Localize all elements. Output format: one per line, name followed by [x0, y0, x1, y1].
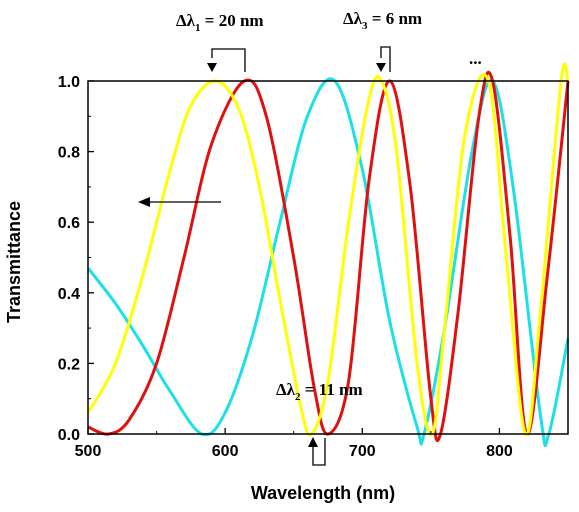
annotation-markers [138, 46, 391, 466]
y-tick-label: 0.4 [58, 286, 80, 303]
annotation-delta-lambda-2: Δλ2 = 11 nm [276, 380, 363, 403]
y-tick-label: 1.0 [58, 74, 80, 91]
y-tick-label: 0.8 [58, 145, 80, 162]
annotation-ellipsis: ... [469, 49, 482, 68]
annotation-1-suffix: = 20 nm [201, 11, 264, 30]
x-tick-label: 500 [75, 443, 102, 460]
y-axis-title: Transmittance [4, 201, 24, 323]
y-tick-label: 0.6 [58, 215, 80, 232]
annotation-3-prefix: Δλ [343, 9, 363, 28]
x-axis-title: Wavelength (nm) [251, 483, 395, 503]
annotation-1-sub: 1 [195, 22, 201, 34]
delta-lambda-2-bracket [312, 438, 326, 466]
tick-layer: 500 600 700 800 0.0 0.2 0.4 0.6 0.8 1.0 [58, 74, 513, 460]
annotation-2-suffix: = 11 nm [301, 380, 363, 399]
annotation-3-sub: 3 [362, 20, 368, 32]
x-tick-label: 700 [349, 443, 376, 460]
annotation-delta-lambda-3: Δλ3 = 6 nm [343, 9, 422, 32]
annotation-2-prefix: Δλ [276, 380, 296, 399]
annotation-2-sub: 2 [295, 391, 301, 403]
x-tick-label: 600 [212, 443, 239, 460]
series-line-3 [86, 62, 570, 437]
x-tick-label: 800 [486, 443, 513, 460]
y-tick-label: 0.0 [58, 427, 80, 444]
annotation-3-suffix: = 6 nm [368, 9, 423, 28]
series-line-2 [87, 71, 570, 443]
y-tick-label: 0.2 [58, 356, 80, 373]
delta-lambda-1-arrowhead [207, 63, 217, 72]
delta-lambda-3-arrowhead [376, 63, 386, 72]
annotation-1-prefix: Δλ [176, 11, 196, 30]
delta-lambda-1-bracket [211, 48, 246, 72]
delta-lambda-3-bracket [380, 46, 391, 72]
left-arrowhead [138, 197, 150, 207]
delta-lambda-2-arrowhead [308, 437, 318, 447]
annotation-delta-lambda-1: Δλ1 = 20 nm [176, 11, 264, 34]
